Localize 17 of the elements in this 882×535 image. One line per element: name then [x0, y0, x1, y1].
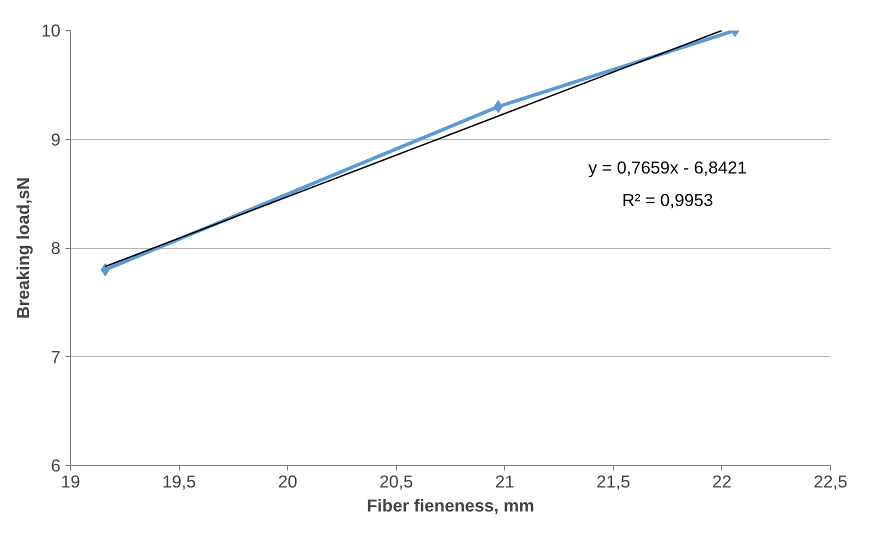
x-tick-label: 21,5: [596, 472, 630, 492]
y-tick-label: 9: [50, 129, 61, 150]
x-axis-title: Fiber fieneness, mm: [366, 496, 534, 516]
x-tick-label: 19: [60, 472, 80, 492]
annotation: y = 0,7659x - 6,8421: [588, 157, 747, 178]
annotation: R² = 0,9953: [622, 190, 714, 210]
x-tick-label: 21: [495, 472, 514, 492]
x-tick-label: 22: [712, 472, 732, 492]
x-tick-label: 19,5: [162, 472, 196, 492]
x-tick-label: 20,5: [379, 472, 414, 492]
y-tick-label: 7: [50, 346, 61, 367]
y-tick-label: 8: [50, 238, 61, 258]
x-tick-label: 22,5: [814, 472, 848, 492]
y-tick-label: 10: [41, 20, 61, 40]
x-tick-label: 20: [278, 472, 298, 492]
y-axis-title: Breaking load,sN: [13, 177, 34, 319]
y-tick-label: 6: [50, 456, 61, 476]
